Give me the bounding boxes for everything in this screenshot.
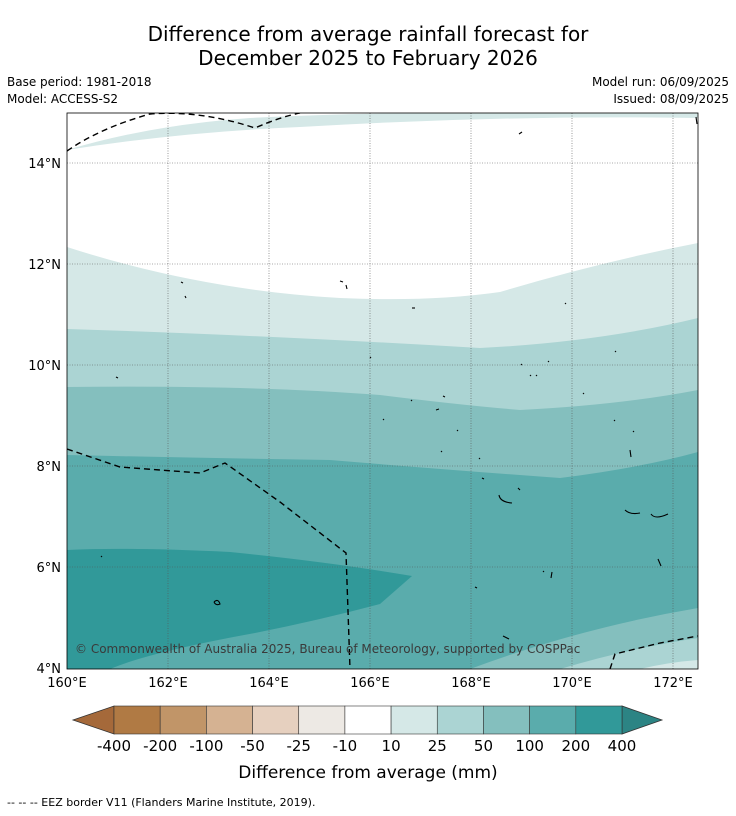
lon-label: 172°E <box>653 676 693 691</box>
colorbar-tick-label: -400 <box>97 737 131 755</box>
base-period: Base period: 1981-2018 <box>7 75 152 89</box>
lat-label: 10°N <box>28 359 61 374</box>
rainfall-contours <box>67 113 698 669</box>
lon-label: 160°E <box>47 676 87 691</box>
colorbar-segment <box>575 705 623 735</box>
lon-label: 162°E <box>148 676 188 691</box>
graticule <box>67 113 698 669</box>
lat-label: 4°N <box>37 662 62 677</box>
colorbar-title: Difference from average (mm) <box>238 763 497 783</box>
lon-label: 166°E <box>350 676 390 691</box>
lon-labels: 160°E 162°E 164°E 166°E 168°E 170°E 172°… <box>47 676 693 691</box>
lat-label: 12°N <box>28 258 61 273</box>
colorbar-segment <box>252 705 300 735</box>
colorbar-arrow-left <box>71 705 115 735</box>
colorbar-segment <box>113 705 161 735</box>
issued-date: Issued: 08/09/2025 <box>613 92 729 106</box>
colorbar-arrow-right <box>621 705 664 735</box>
colorbar-segment <box>529 705 577 735</box>
colorbar-tick-label: 100 <box>515 737 544 755</box>
colorbar-segment <box>390 705 438 735</box>
copyright-text: © Commonwealth of Australia 2025, Bureau… <box>75 642 580 656</box>
band-200-400 <box>67 548 412 669</box>
colorbar-segment <box>483 705 530 735</box>
colorbar-tick-label: -200 <box>143 737 177 755</box>
map-title: Difference from average rainfall forecas… <box>0 22 736 70</box>
lon-label: 168°E <box>451 676 491 691</box>
colorbar-segments <box>113 705 623 735</box>
colorbar-tick-label: -100 <box>189 737 223 755</box>
colorbar-tick-label: -10 <box>333 737 358 755</box>
colorbar-segment <box>344 705 392 735</box>
colorbar-tick-label: 10 <box>382 737 401 755</box>
band-se-10-25 <box>640 660 698 669</box>
model-name: Model: ACCESS-S2 <box>7 92 119 106</box>
islands <box>100 116 698 640</box>
colorbar-tick-label: -50 <box>240 737 265 755</box>
colorbar-tick-label: 25 <box>428 737 447 755</box>
colorbar-tick-label: 400 <box>608 737 637 755</box>
eez-borders <box>67 113 698 669</box>
lon-label: 164°E <box>249 676 289 691</box>
lat-label: 14°N <box>28 157 61 172</box>
lat-labels: 14°N 12°N 10°N 8°N 6°N 4°N <box>28 157 61 677</box>
colorbar-labels: -400 -200 -100 -50 -25 -10 10 25 50 100 200 400 <box>97 737 636 755</box>
band-top-sliver <box>67 113 698 150</box>
colorbar-tick-label: -25 <box>286 737 311 755</box>
lon-label: 170°E <box>552 676 592 691</box>
lat-label: 6°N <box>37 561 62 576</box>
meta-right: Model run: 06/09/2025 Issued: 08/09/2025 <box>592 74 729 108</box>
model-run: Model run: 06/09/2025 <box>591 75 729 89</box>
title-line-1: Difference from average rainfall forecas… <box>147 22 589 46</box>
eez-legend: -- -- -- EEZ border V11 (Flanders Marine… <box>7 796 316 809</box>
band-se-25-50 <box>560 638 698 669</box>
lat-label: 8°N <box>37 460 62 475</box>
colorbar-segment <box>206 705 253 735</box>
colorbar-segment <box>436 705 484 735</box>
colorbar-segment <box>298 705 346 735</box>
colorbar-segment <box>159 705 207 735</box>
colorbar-tick-label: 50 <box>474 737 493 755</box>
colorbar-tick-label: 200 <box>561 737 590 755</box>
map-frame <box>66 112 699 670</box>
colorbar: -400 -200 -100 -50 -25 -10 10 25 50 100 200 400 <box>71 705 664 755</box>
title-line-2: December 2025 to February 2026 <box>198 46 538 70</box>
meta-left: Base period: 1981-2018 Model: ACCESS-S2 <box>7 74 152 108</box>
